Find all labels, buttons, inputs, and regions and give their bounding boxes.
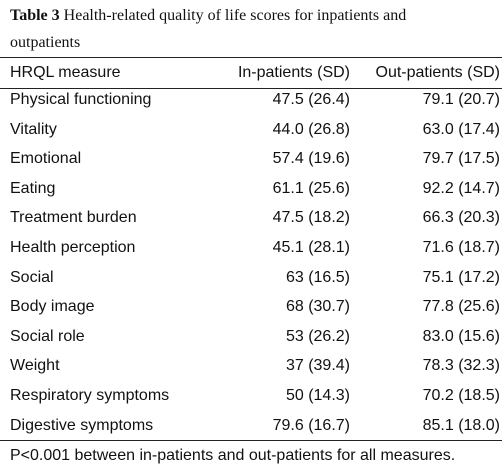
value-cell: 66.3 (20.3) bbox=[422, 209, 500, 227]
value-cell: 57.4 (19.6) bbox=[272, 150, 350, 168]
value-cell: 70.2 (18.5) bbox=[422, 387, 500, 404]
value-cell: 79.7 (17.5) bbox=[422, 150, 500, 168]
value-cell: 44.0 (26.8) bbox=[272, 120, 350, 138]
row-label: Emotional bbox=[10, 150, 82, 168]
header-rule bbox=[0, 88, 502, 89]
value-cell: 79.6 (16.7) bbox=[272, 416, 350, 434]
header-cell: Out-patients (SD) bbox=[375, 64, 500, 81]
row-label: Social role bbox=[10, 327, 85, 345]
value-cell: 83.0 (15.6) bbox=[422, 327, 500, 345]
value-cell: 77.8 (25.6) bbox=[422, 298, 500, 316]
value-cell: 79.1 (20.7) bbox=[422, 91, 500, 108]
value-cell: 63 (16.5) bbox=[285, 268, 350, 286]
header-cell: In-patients (SD) bbox=[237, 64, 350, 81]
row-label: Body image bbox=[10, 298, 95, 316]
value-cell: 45.1 (28.1) bbox=[272, 239, 350, 256]
value-cell: 61.1 (25.6) bbox=[272, 179, 350, 197]
table-label: Table 3 bbox=[10, 7, 60, 24]
value-cell: 47.5 (26.4) bbox=[272, 91, 350, 108]
value-cell: 92.2 (14.7) bbox=[422, 179, 500, 197]
value-cell: 71.6 (18.7) bbox=[422, 239, 500, 256]
value-cell: 75.1 (17.2) bbox=[422, 268, 500, 286]
row-label: Weight bbox=[10, 357, 60, 375]
footnote: P<0.001 between in-patients and out-pati… bbox=[10, 447, 456, 464]
top-rule bbox=[0, 57, 502, 58]
value-cell: 63.0 (17.4) bbox=[422, 120, 500, 138]
value-cell: 78.3 (32.3) bbox=[422, 357, 500, 375]
table-caption: Table 3 Health-related quality of life s… bbox=[10, 2, 480, 56]
value-cell: 47.5 (18.2) bbox=[272, 209, 350, 227]
header-cell: HRQL measure bbox=[10, 64, 121, 81]
row-label: Treatment burden bbox=[10, 209, 137, 227]
row-label: Digestive symptoms bbox=[10, 416, 154, 434]
row-label: Respiratory symptoms bbox=[10, 387, 170, 404]
table-title: Health-related quality of life scores fo… bbox=[10, 7, 407, 51]
bottom-rule bbox=[0, 440, 502, 441]
value-cell: 53 (26.2) bbox=[285, 327, 350, 345]
value-cell: 68 (30.7) bbox=[285, 298, 350, 316]
row-label: Health perception bbox=[10, 239, 136, 256]
value-cell: 85.1 (18.0) bbox=[422, 416, 500, 434]
row-label: Eating bbox=[10, 179, 56, 197]
row-label: Vitality bbox=[10, 120, 57, 138]
value-cell: 50 (14.3) bbox=[285, 387, 350, 404]
row-label: Physical functioning bbox=[10, 91, 152, 108]
value-cell: 37 (39.4) bbox=[285, 357, 350, 375]
row-label: Social bbox=[10, 268, 54, 286]
